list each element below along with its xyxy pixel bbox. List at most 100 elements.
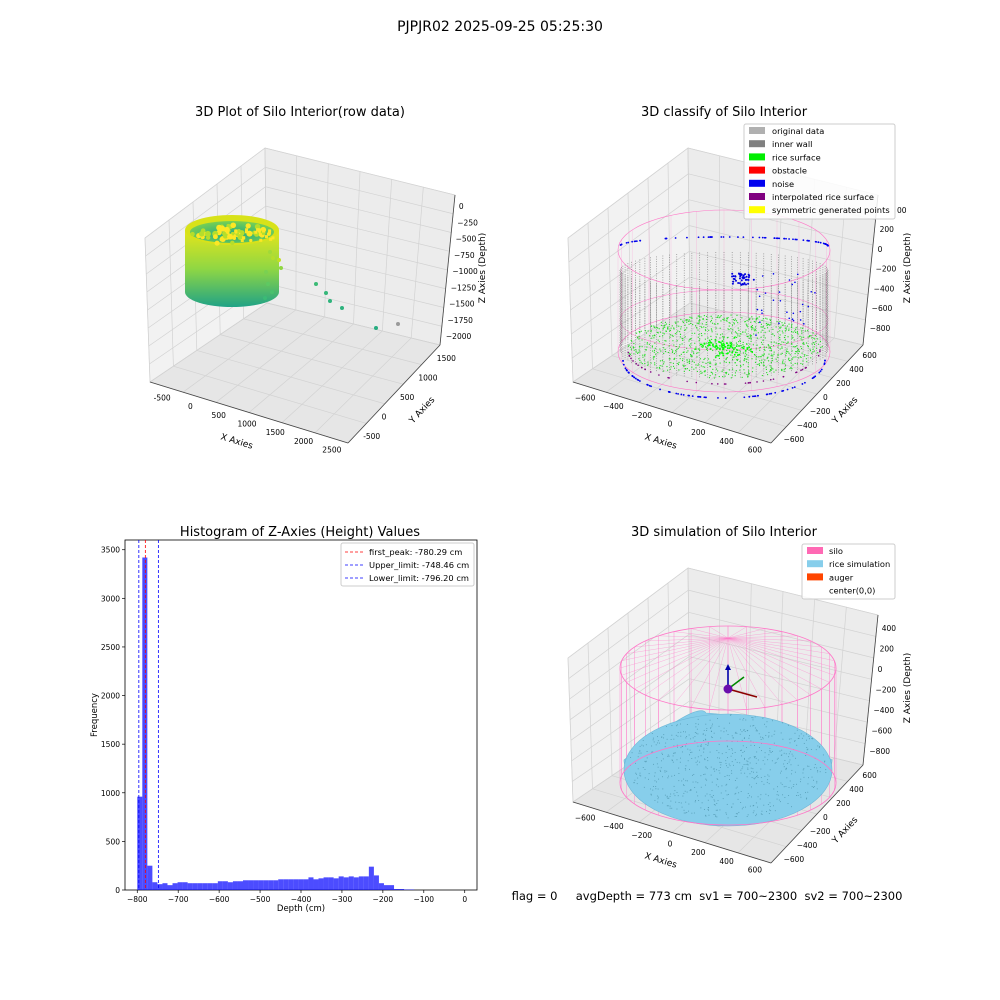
z-tick-label: 200 — [880, 225, 895, 234]
x-tick-label: −400 — [603, 402, 624, 411]
histogram-y-ticks: 0 500 1000 1500 2000 2500 3000 3500 — [101, 546, 125, 895]
panel4-silo-simulation — [619, 625, 837, 827]
status-text: flag = 0 avgDepth = 773 cm sv1 = 700~230… — [512, 889, 903, 903]
z-tick-label: −400 — [874, 284, 895, 293]
legend-swatch — [807, 547, 823, 554]
histogram-bar — [207, 883, 213, 890]
histogram-bar — [162, 883, 168, 890]
outlier-point — [263, 296, 267, 300]
legend-swatch — [807, 573, 823, 581]
panel1-x-ticks: -500 0 500 1000 1500 2000 2500 — [154, 393, 342, 454]
y-tick-label: 600 — [862, 771, 877, 780]
x-tick-label: 1000 — [237, 420, 256, 429]
panel4-title: 3D simulation of Silo Interior — [631, 525, 818, 540]
x-tick-label: -500 — [154, 393, 171, 402]
y-tick-label: 1000 — [101, 789, 120, 798]
panel2-x-ticks: −600 −400 −200 0 200 400 600 — [575, 393, 762, 454]
histogram-bar — [227, 882, 233, 890]
x-tick-label: 0 — [668, 420, 673, 429]
panel2-xlabel: X Axies — [643, 432, 678, 451]
x-tick-label: −200 — [631, 411, 652, 420]
histogram-bar — [399, 889, 405, 890]
histogram-bar — [167, 885, 173, 890]
panel1-z-ticks: 0 −250 −500 −750 −1000 −1250 −1500 −1750 −2000 — [446, 202, 478, 341]
z-tick-label: −600 — [871, 727, 892, 736]
outlier-point — [328, 299, 332, 303]
panel-simulation-3d: 3D simulation of Silo Interior −600−400−… — [512, 525, 913, 903]
z-tick-label: −1250 — [451, 283, 477, 292]
z-tick-label: −1750 — [448, 316, 474, 325]
z-tick-label: 0 — [459, 202, 464, 211]
outlier-point — [340, 306, 344, 310]
x-tick-label: 1500 — [266, 428, 285, 437]
z-tick-label: 200 — [880, 645, 895, 654]
outlier-point — [277, 258, 281, 262]
x-tick-label: −200 — [373, 895, 394, 904]
y-tick-label: 3000 — [101, 594, 120, 603]
legend-label: rice surface — [772, 152, 821, 162]
panel2-zlabel: Z Axies (Depth) — [903, 233, 913, 304]
x-tick-label: −700 — [168, 895, 189, 904]
panel2-ylabel: Y Axies — [830, 395, 860, 427]
histogram-reference-lines — [138, 540, 159, 890]
legend-swatch — [749, 193, 765, 200]
histogram-bar — [368, 866, 374, 890]
y-tick-label: 2500 — [101, 643, 120, 652]
z-tick-label: −500 — [456, 235, 477, 244]
histogram-bar — [137, 796, 143, 890]
z-tick-label: −1000 — [452, 267, 478, 276]
z-tick-label: 400 — [882, 624, 897, 633]
histogram-bar — [172, 883, 178, 890]
y-tick-label: 500 — [400, 393, 415, 402]
histogram-bar — [268, 880, 274, 890]
histogram-bar — [182, 882, 188, 890]
z-tick-label: −800 — [869, 747, 890, 756]
panel4-zlabel: Z Axies (Depth) — [903, 653, 913, 724]
histogram-bar — [217, 881, 223, 890]
y-tick-label: −200 — [810, 827, 831, 836]
panel2-x-axis — [572, 381, 772, 444]
legend-label: rice simulation — [829, 559, 890, 569]
x-tick-label: 500 — [212, 411, 227, 420]
legend-label: original data — [772, 126, 824, 136]
legend-label: silo — [829, 546, 843, 556]
histogram-bar — [298, 879, 304, 890]
y-tick-label: 500 — [106, 837, 121, 846]
panel-histogram: Histogram of Z-Axies (Height) Values −80… — [90, 525, 478, 914]
histogram-bar — [248, 880, 254, 890]
histogram-bar — [303, 879, 309, 890]
histogram-legend: first_peak: -780.29 cm Upper_limit: -748.… — [340, 542, 475, 587]
histogram-bar — [323, 877, 329, 890]
histogram-bar — [192, 883, 198, 890]
y-tick-label: 200 — [836, 379, 851, 388]
panel4-y-axis — [770, 764, 864, 864]
histogram-bar — [232, 881, 238, 890]
histogram-bar — [187, 883, 193, 890]
histogram-bars — [137, 557, 415, 890]
x-tick-label: 200 — [691, 428, 706, 437]
panel1-outlier-points — [263, 250, 400, 330]
outlier-point — [268, 250, 272, 254]
x-tick-label: 2000 — [294, 437, 313, 446]
center-marker — [723, 684, 733, 694]
histogram-bar — [313, 879, 319, 890]
histogram-bar — [152, 882, 158, 890]
outlier-point — [266, 282, 270, 286]
histogram-bar — [202, 883, 208, 890]
histogram-bar — [378, 883, 384, 890]
y-tick-label: 600 — [862, 351, 877, 360]
x-tick-label: −200 — [631, 831, 652, 840]
panel1-zlabel: Z Axies (Depth) — [478, 233, 488, 304]
y-tick-label: −600 — [784, 435, 805, 444]
x-tick-label: −300 — [332, 895, 353, 904]
histogram-bar — [197, 883, 203, 890]
z-tick-label: −2000 — [446, 332, 472, 341]
legend-swatch — [749, 166, 765, 174]
y-tick-label: 0 — [115, 886, 120, 895]
x-tick-label: 400 — [719, 437, 734, 446]
y-tick-label: 0 — [823, 813, 828, 822]
x-tick-label: −600 — [209, 895, 230, 904]
histogram-bar — [293, 879, 299, 890]
x-tick-label: −100 — [413, 895, 434, 904]
